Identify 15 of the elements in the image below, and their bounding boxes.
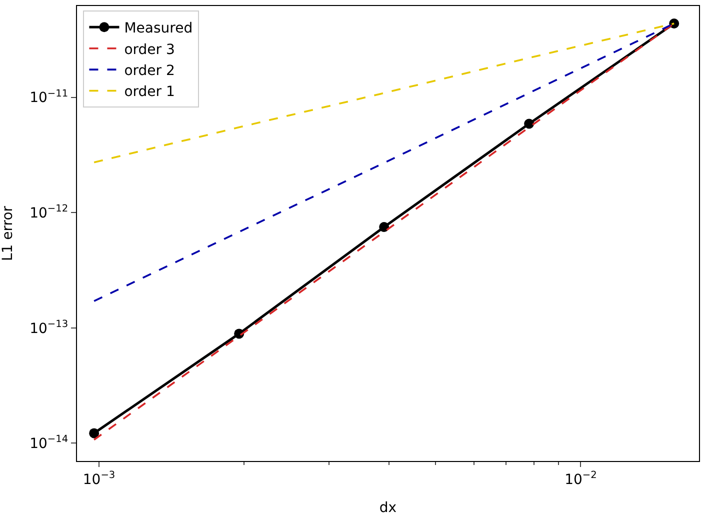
- x-tick-label: 10$^{−3}$: [82, 470, 116, 488]
- legend-label: Measured: [124, 20, 193, 37]
- x-tick-label: 10$^{−2}$: [564, 470, 597, 488]
- legend-label: order 1: [124, 84, 175, 100]
- legend-label: order 3: [124, 42, 175, 58]
- y-tick-label: 10$^{−14}$: [30, 434, 68, 452]
- y-tick-label: 10$^{−11}$: [30, 88, 68, 106]
- x-axis-title: dx: [379, 500, 397, 516]
- legend-label: order 2: [124, 63, 175, 80]
- y-axis-title: L1 error: [0, 206, 16, 262]
- y-tick-label: 10$^{−12}$: [30, 204, 68, 222]
- point: [89, 428, 100, 438]
- point: [379, 222, 390, 232]
- y-tick-label: 10$^{−13}$: [30, 318, 68, 337]
- point: [524, 118, 534, 129]
